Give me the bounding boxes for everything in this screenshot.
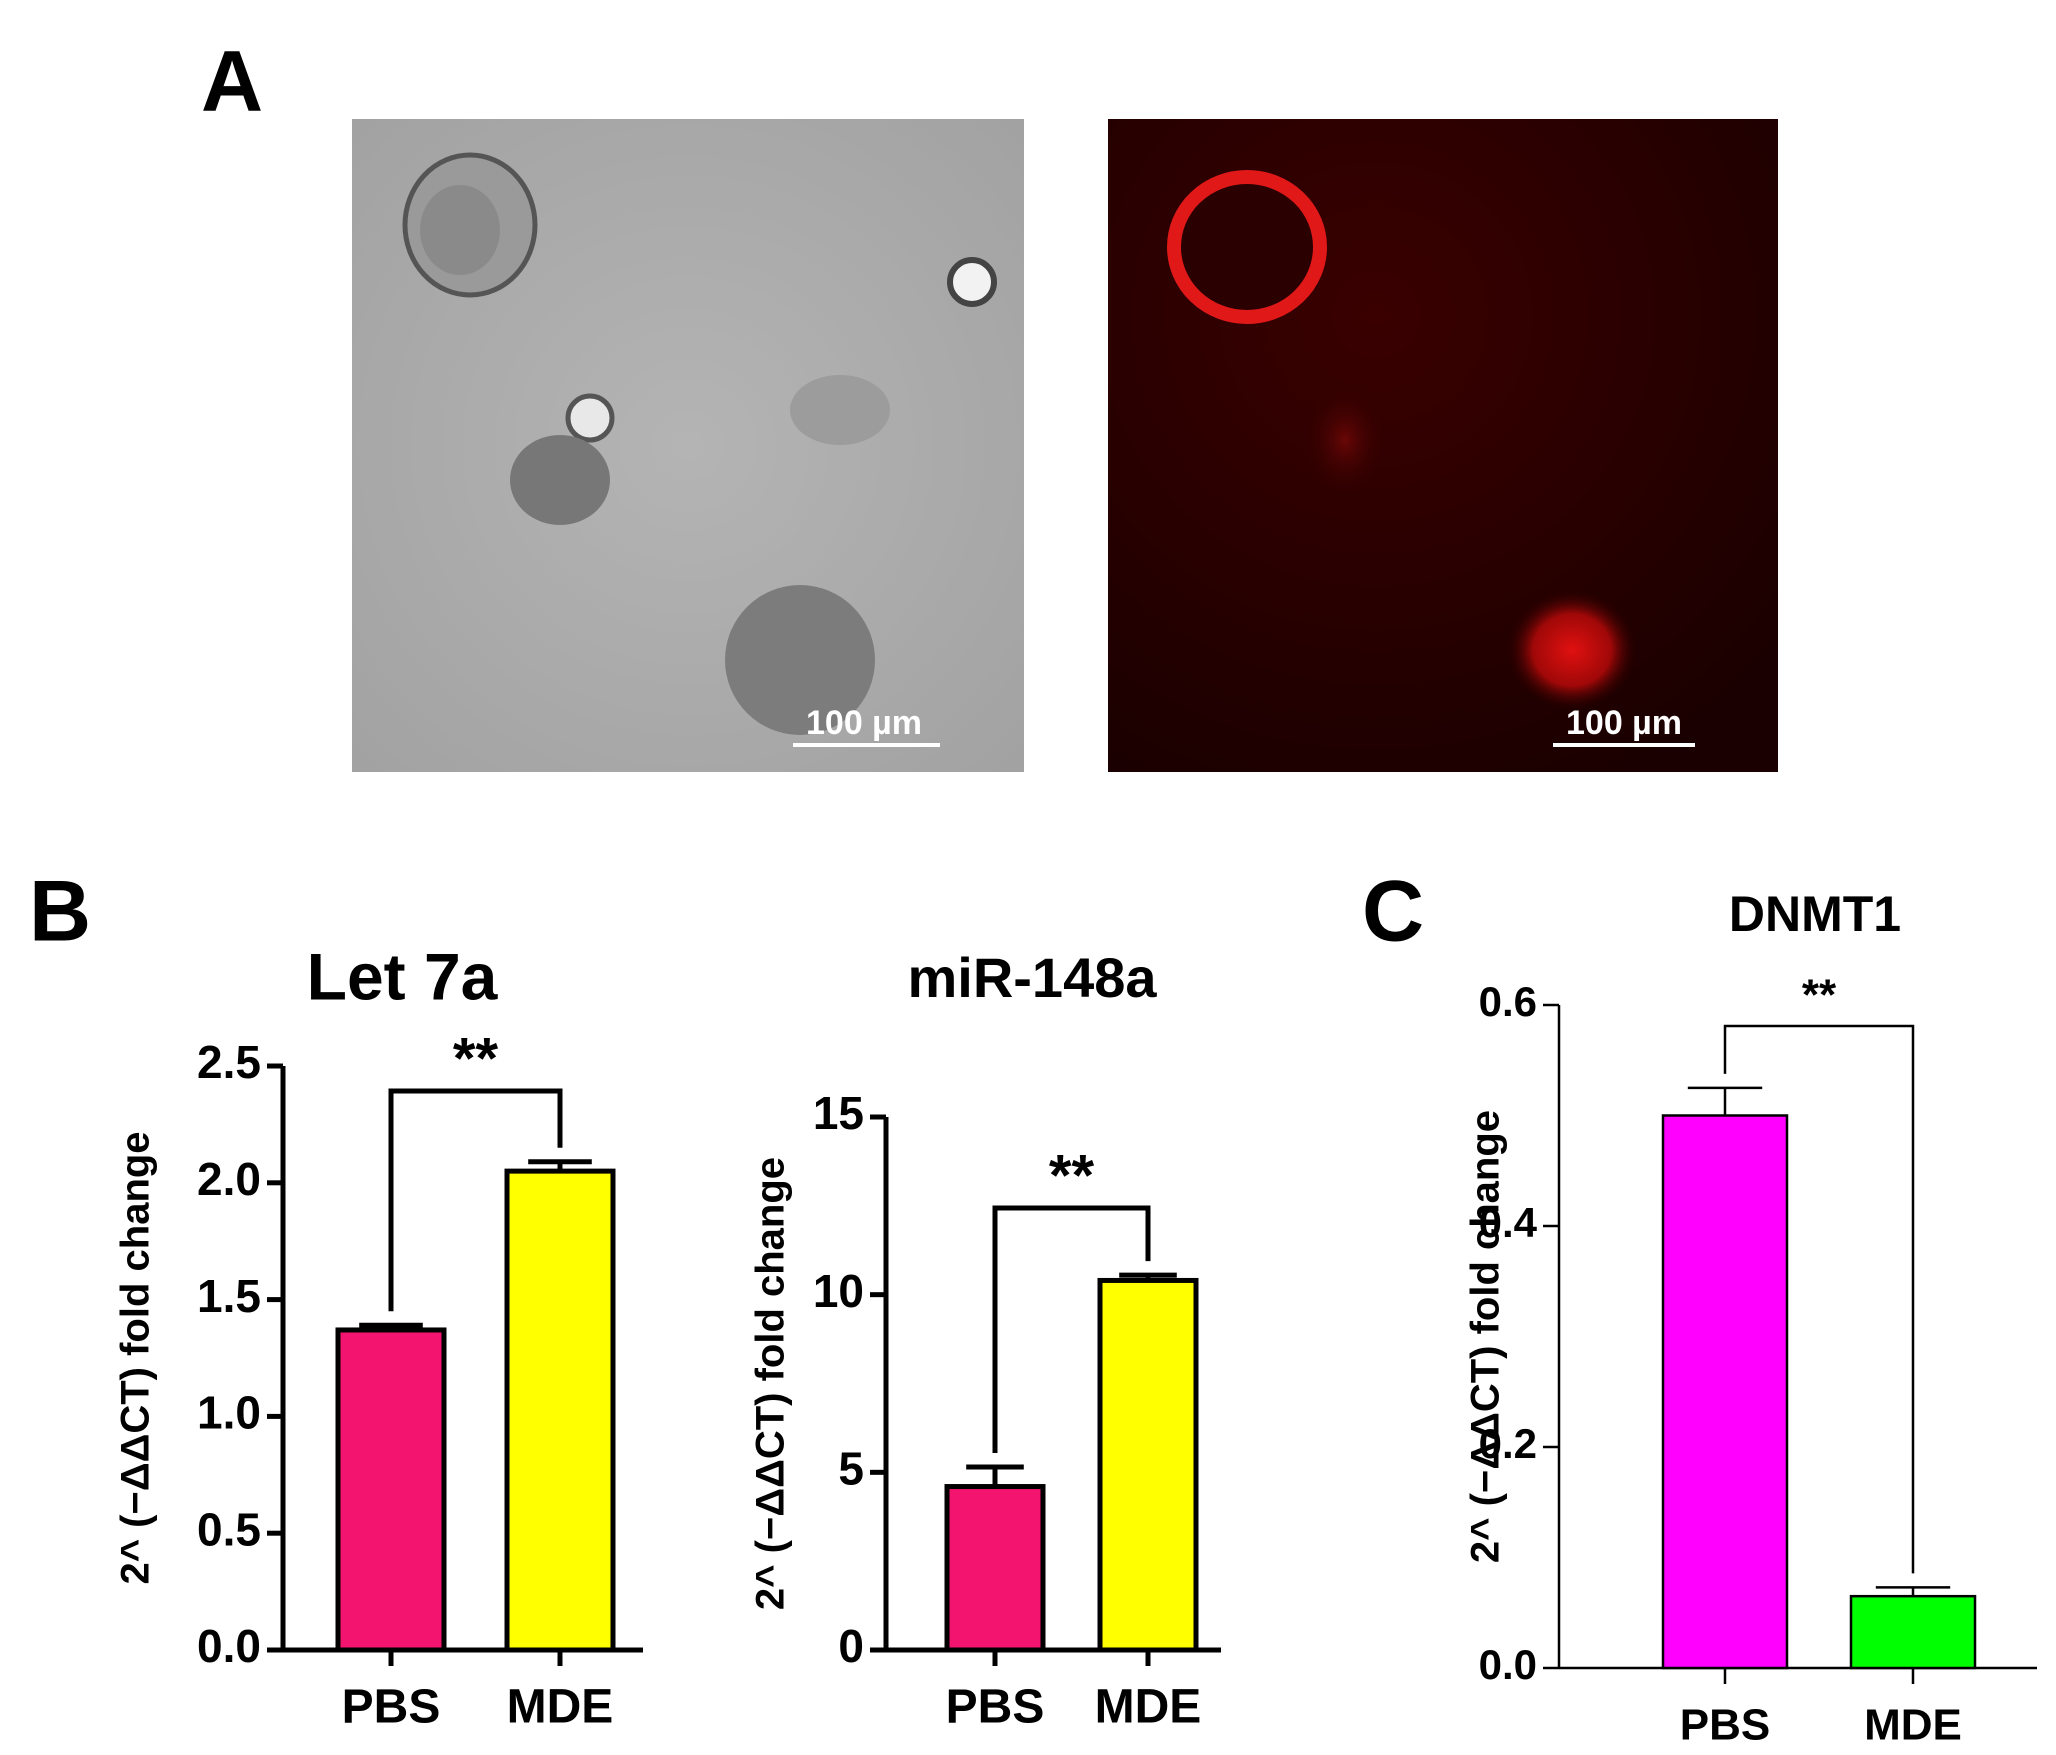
y-tick-label: 0.6 (1479, 978, 1537, 1025)
x-tick-label: MDE (1095, 1681, 1202, 1734)
y-tick-label: 5 (838, 1442, 864, 1494)
significance-bracket (992, 1205, 1151, 1453)
bar (944, 1484, 1046, 1653)
error-bar (359, 1322, 423, 1330)
chart-title: DNMT1 (1729, 886, 1901, 942)
brightfield-image: 100 µm (352, 119, 1024, 772)
panel-label: C (1362, 864, 1424, 960)
y-tick-label: 0.0 (197, 1620, 261, 1672)
scale-bar-label: 100 µm (1566, 704, 1682, 742)
error-bar (1687, 1086, 1763, 1116)
y-tick-label: 0 (838, 1620, 864, 1672)
error-bar (966, 1464, 1024, 1487)
x-tick-label: PBS (1680, 1701, 1770, 1750)
fluorescence-image: 100 µm (1108, 119, 1778, 772)
scale-bar-label: 100 µm (806, 704, 922, 742)
y-axis-label: 2^ (−ΔΔCT) fold change (114, 1131, 158, 1584)
y-tick-label: 0.5 (197, 1503, 261, 1555)
significance-bracket (1723, 1024, 1915, 1574)
y-tick-label: 1.5 (197, 1270, 261, 1322)
x-tick-label: MDE (507, 1681, 614, 1734)
y-axis-label: 2^ (−ΔΔCT) fold change (749, 1157, 793, 1610)
bar (1097, 1277, 1199, 1653)
panel-label: A (201, 34, 263, 130)
significance-bracket (388, 1088, 563, 1312)
x-tick-label: MDE (1864, 1701, 1962, 1750)
error-bar (1875, 1586, 1951, 1597)
x-tick-label: PBS (342, 1681, 441, 1734)
y-tick-label: 2.0 (197, 1153, 261, 1205)
y-tick-label: 0.0 (1479, 1641, 1537, 1688)
significance-label: ** (453, 1026, 499, 1091)
x-tick-label: PBS (946, 1681, 1045, 1734)
panel-label: B (29, 864, 91, 960)
error-bar (528, 1159, 592, 1172)
y-tick-label: 0.4 (1479, 1199, 1538, 1246)
y-axis-label: 2^ (−ΔΔCT) fold change (1464, 1110, 1508, 1563)
y-tick-label: 10 (813, 1265, 864, 1317)
error-bar (1119, 1272, 1177, 1281)
bar (335, 1327, 447, 1653)
y-tick-label: 1.0 (197, 1387, 261, 1439)
significance-label: ** (1049, 1143, 1095, 1208)
bar (504, 1168, 616, 1653)
chart-title: Let 7a (307, 939, 499, 1013)
y-tick-label: 0.2 (1479, 1420, 1537, 1467)
y-tick-label: 2.5 (197, 1036, 261, 1088)
y-tick-label: 15 (813, 1087, 864, 1139)
bar (1661, 1114, 1789, 1670)
bar (1849, 1594, 1977, 1670)
chart-title: miR-148a (907, 946, 1157, 1009)
significance-label: ** (1802, 971, 1837, 1020)
